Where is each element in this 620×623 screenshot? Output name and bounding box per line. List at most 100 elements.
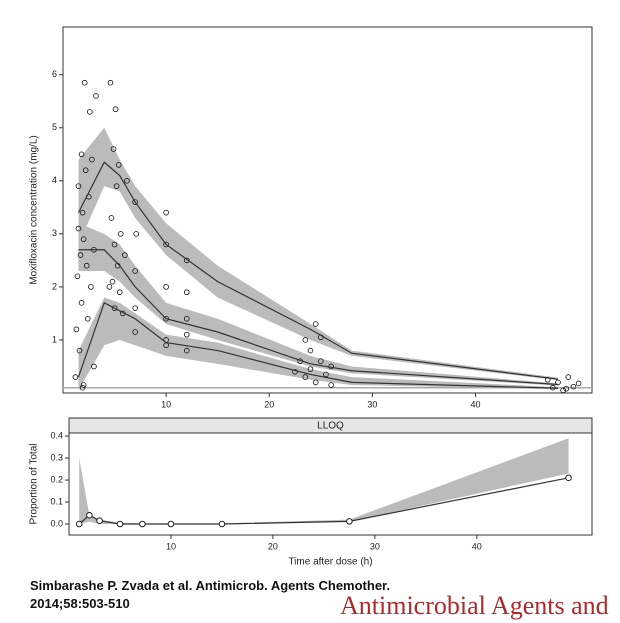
observation [110,146,117,152]
strip-label: LLOQ [317,421,344,432]
marker [139,520,146,528]
y-tick-label: 0.0 [50,518,63,528]
marker [75,520,83,528]
observation [79,384,86,391]
citation: 2014;58:503-510 [30,596,130,611]
marker [346,518,353,525]
observed-line [77,161,559,380]
y-tick-label: 0.2 [50,474,63,484]
interval-band [78,127,558,381]
observation [133,231,140,237]
observation [84,315,91,322]
citation: Simbarashe P. Zvada et al. Antimicrob. A… [30,578,391,593]
observation [111,241,118,248]
y-tick-label: 2 [52,281,57,291]
observation [163,209,169,216]
x-tick-label: 30 [367,399,377,409]
observation [83,262,90,269]
observation [292,368,298,375]
observation [307,366,314,372]
x-tick-label: 40 [470,399,480,409]
observation [183,289,190,296]
y-tick-label: 0.3 [50,452,63,462]
y-axis-label: Moxifloxacin concentration (mg/L) [29,135,40,285]
observation [87,109,93,115]
observation [183,315,190,322]
x-tick-label: 10 [161,399,171,409]
observation [80,236,87,242]
x-tick-label: 10 [166,541,176,551]
observation [78,151,85,158]
y-tick-label: 0.4 [50,430,63,440]
strip [68,417,593,434]
observation [183,331,190,338]
observation [76,347,83,354]
observation [560,387,566,394]
observation [81,79,88,86]
observation [555,379,561,386]
interval-band [79,438,569,525]
observation [93,93,99,99]
marker [167,520,175,528]
marker [86,511,93,519]
observation [91,363,97,370]
observation [122,252,128,258]
observation [163,241,169,248]
observation [106,284,113,290]
observation [115,162,122,168]
observation [79,209,86,216]
marker [96,517,103,525]
observation [72,374,79,380]
x-tick-label: 20 [268,541,278,551]
observation [307,347,314,354]
observation [312,321,319,327]
y-tick-label: 3 [52,228,57,238]
y-tick-label: 0.1 [50,496,63,506]
marker [116,520,124,528]
observation [302,337,309,343]
y-tick-label: 4 [52,175,57,185]
observation [111,305,118,311]
observation [88,284,94,290]
x-tick-label: 20 [264,399,274,409]
observation [312,379,319,386]
observed-line [78,249,559,386]
observation [132,329,138,335]
observation [80,382,87,388]
observation [116,289,123,296]
observation [183,347,190,354]
observation [75,183,82,189]
observation [163,284,169,290]
observation [89,156,95,163]
observation [75,225,82,232]
observation [302,374,309,380]
observation [107,79,114,86]
observation [563,385,570,392]
observation [132,268,138,274]
x-axis-label: Time after dose (h) [288,557,372,568]
observation [73,326,80,333]
y-tick-label: 6 [52,69,57,79]
plot-frame [62,26,593,394]
observation [82,167,89,174]
y-axis-label: Proportion of Total [29,444,40,525]
y-tick-label: 1 [52,334,57,344]
chart: 10 20 30 40 1 2 3 4 5 6 Moxifloxacin concentration… [29,26,593,568]
observation [565,374,572,380]
observation [124,178,130,184]
observation [117,231,124,237]
observation [132,199,138,205]
marker [565,474,572,482]
observation [570,383,577,390]
observation [74,273,81,280]
x-tick-label: 30 [370,541,380,551]
y-tick-label: 5 [52,122,57,132]
observation [77,252,84,258]
observation [328,382,334,388]
observation [317,358,324,364]
observation [575,380,582,387]
journal-brand: Antimicrobial Agents and [340,591,609,620]
x-tick-label: 40 [472,541,482,551]
marker [218,520,226,528]
